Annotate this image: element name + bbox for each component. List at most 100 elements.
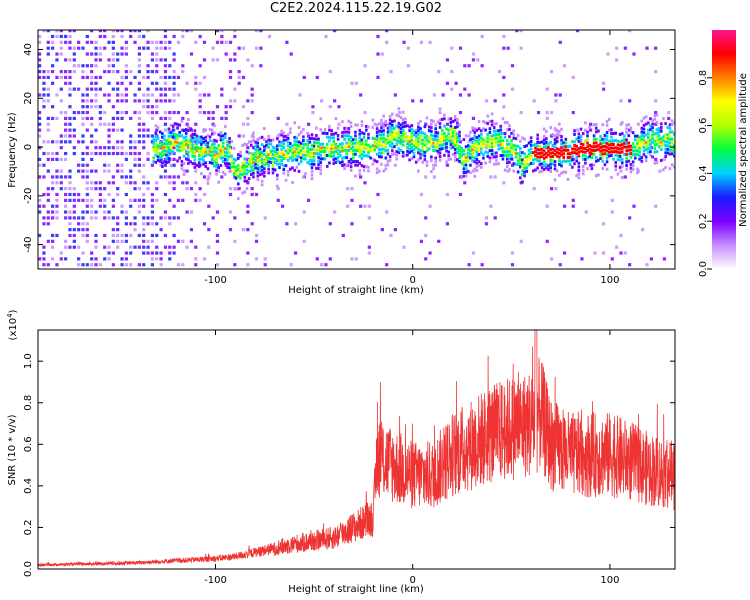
ridge-cell	[477, 149, 481, 153]
heat-cell	[163, 110, 168, 115]
colorbar-ramp	[712, 30, 736, 269]
ridge-cell	[438, 107, 442, 111]
ridge-cell	[208, 135, 212, 139]
ridge-cell	[263, 127, 266, 131]
ridge-cell	[436, 146, 440, 150]
ridge-cell	[382, 132, 385, 136]
heat-cell	[150, 239, 155, 243]
ridge-cell	[293, 150, 296, 154]
heat-cell	[359, 204, 363, 208]
ridge-cell	[560, 149, 563, 153]
heat-cell	[306, 134, 311, 138]
heat-cell	[90, 69, 94, 74]
ridge-cell	[417, 169, 420, 173]
heat-cell	[120, 99, 124, 103]
heat-cell	[90, 81, 94, 85]
heat-cell	[46, 222, 50, 226]
heat-cell	[124, 192, 128, 197]
heat-cell	[77, 169, 81, 173]
ridge-cell	[490, 112, 494, 116]
ridge-cell	[388, 129, 392, 133]
ridge-cell	[434, 134, 437, 138]
ridge-cell	[226, 158, 229, 162]
heat-cell	[124, 87, 128, 91]
ridge-cell	[404, 153, 407, 157]
ridge-cell	[451, 120, 455, 124]
heat-cell	[107, 40, 111, 44]
ridge-cell	[445, 134, 448, 138]
ridge-cell	[508, 157, 511, 161]
heat-cell	[124, 239, 128, 243]
heat-cell	[120, 210, 124, 214]
ridge-cell	[260, 183, 264, 187]
heat-cell	[150, 263, 155, 267]
ridge-cell	[171, 135, 175, 139]
ridge-cell	[436, 131, 440, 135]
ridge-cell	[432, 141, 435, 145]
ridge-cell	[239, 165, 242, 169]
heat-cell	[129, 263, 133, 267]
ridge-cell	[232, 168, 236, 172]
ridge-cell	[410, 142, 414, 146]
ridge-cell	[278, 155, 281, 159]
heat-cell	[189, 239, 194, 243]
ridge-cell	[545, 129, 548, 133]
ridge-cell	[532, 158, 535, 162]
ridge-cell	[519, 154, 522, 158]
ridge-cell	[189, 138, 192, 142]
ridge-cell	[260, 172, 264, 176]
heat-cell	[111, 151, 115, 156]
heat-cell	[654, 69, 658, 74]
ridge-cell	[514, 137, 518, 141]
ridge-cell	[601, 152, 605, 156]
heat-cell	[545, 116, 549, 121]
ridge-cell	[462, 138, 466, 142]
heat-cell	[155, 81, 159, 85]
ridge-cell	[171, 124, 175, 128]
heat-cell	[98, 204, 102, 208]
heat-cell	[246, 263, 250, 267]
ridge-cell	[336, 155, 340, 159]
ridge-cell	[384, 141, 388, 145]
heat-cell	[124, 46, 128, 50]
ridge-cell	[516, 144, 520, 148]
ridge-cell	[410, 131, 414, 135]
ridge-cell	[293, 121, 296, 125]
ridge-cell	[579, 149, 583, 153]
heat-cell	[64, 216, 68, 220]
heat-cell	[168, 245, 172, 249]
heat-cell	[38, 157, 42, 161]
ridge-cell	[577, 147, 581, 151]
ridge-cell	[263, 170, 266, 174]
ridge-cell	[391, 141, 394, 145]
ridge-cell	[180, 167, 184, 171]
ridge-cell	[176, 126, 179, 130]
ridge-cell	[401, 154, 405, 158]
heat-cell	[450, 69, 454, 74]
heat-cell	[116, 99, 120, 103]
heat-cell	[142, 93, 146, 97]
ridge-cell	[247, 151, 251, 155]
ridge-cell	[278, 140, 281, 144]
ridge-cell	[629, 170, 633, 174]
heat-cell	[181, 263, 185, 267]
ridge-cell	[252, 168, 255, 172]
ridge-cell	[588, 144, 592, 148]
heat-cell	[120, 75, 124, 80]
ridge-cell	[367, 147, 370, 151]
ridge-cell	[193, 132, 197, 136]
ridge-cell	[577, 136, 581, 140]
ridge-cell	[302, 149, 305, 153]
ridge-cell	[475, 136, 479, 140]
heat-cell	[424, 233, 428, 238]
ridge-cell	[558, 148, 561, 152]
ridge-cell	[584, 139, 587, 143]
heat-cell	[163, 81, 168, 85]
ridge-cell	[310, 158, 314, 162]
ridge-cell	[443, 146, 446, 150]
ridge-cell	[334, 160, 338, 164]
ridge-cell	[293, 157, 296, 161]
ridge-cell	[512, 136, 516, 140]
ridge-cell	[642, 116, 646, 120]
ridge-cell	[512, 129, 516, 133]
